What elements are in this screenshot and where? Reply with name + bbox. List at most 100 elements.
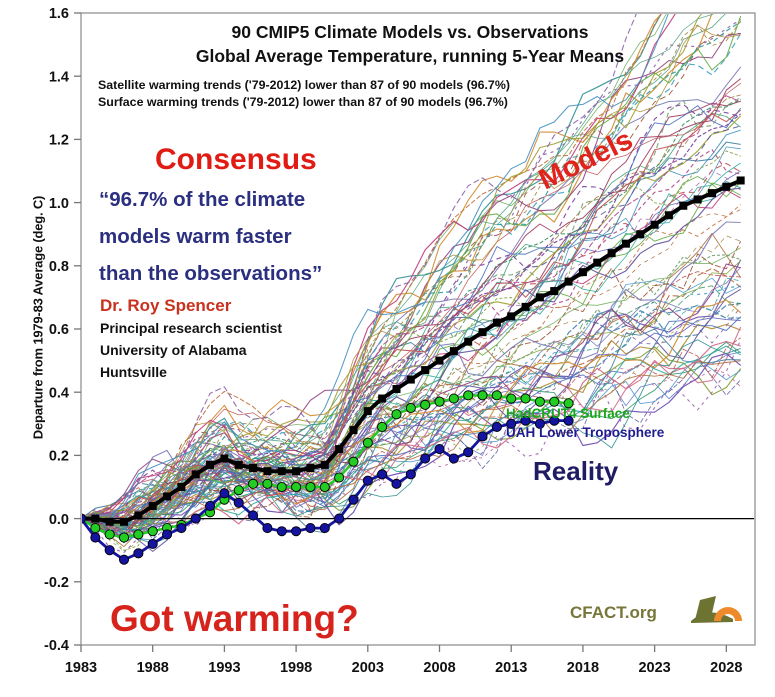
y-axis-ticks: -0.4 -0.2 0.0 0.2 0.4 0.6 0.8 1.0 1.2 1.4 1.6 [44,6,81,654]
series-marker [736,176,745,185]
series-marker [362,475,373,486]
model-run-line [82,271,741,519]
model-run-line [82,306,742,541]
series-marker [233,497,244,508]
model-run-line [82,267,742,520]
x-tick-label: 2028 [710,660,742,676]
model-run-line [82,15,742,529]
annotation-reality-label: Reality [533,456,619,486]
observation-series [82,176,745,565]
series-marker [263,467,272,476]
model-run-line [82,33,742,519]
series-marker [392,385,401,394]
model-run-line [82,97,741,528]
model-run-line [82,66,742,526]
y-tick-label: 1.6 [49,6,69,22]
model-run-line [82,254,741,529]
chart-subtitle: Global Average Temperature, running 5-Ye… [196,46,624,66]
series-marker [219,488,230,499]
x-axis-ticks: 1983 1988 1993 1998 2003 2008 2013 2018 2023 2028 [65,645,742,676]
series-marker [291,526,302,537]
x-tick-label: 2003 [352,660,384,676]
series-marker [319,523,330,534]
series-marker [679,201,688,210]
series-marker [335,445,344,454]
model-run-line [82,351,741,527]
y-tick-label: 0.0 [49,512,69,528]
series-marker [363,407,372,416]
series-marker [463,390,474,401]
series-marker [105,517,114,526]
model-run-line [82,95,741,519]
series-marker [334,472,345,483]
series-marker [133,548,144,559]
model-run-line [82,360,741,520]
series-marker [534,396,545,407]
series-marker [520,393,531,404]
series-marker [448,393,459,404]
model-run-line [82,341,741,529]
model-run-line [82,100,741,531]
series-marker [118,532,130,543]
model-run-line [82,170,741,519]
cfact-logo-icon [691,596,742,623]
cfact-wordmark: CFACT.org [570,603,657,622]
series-marker [448,453,459,464]
series-marker [262,478,273,489]
y-tick-label: -0.2 [44,575,69,591]
series-marker [320,460,329,469]
series-marker [233,485,244,496]
series-marker [177,482,186,491]
annotation-quote-line-1: “96.7% of the climate [99,188,305,211]
model-run-line [82,14,669,521]
y-tick-label: 0.6 [49,322,69,338]
series-marker [491,390,502,401]
series-marker [176,523,187,534]
legend-hadcrut-label: HadCRUT4 Surface [506,406,630,421]
series-marker [434,396,445,407]
series-marker [348,494,359,505]
y-tick-label: 1.2 [49,133,69,149]
model-run-line [82,14,662,533]
series-marker [349,426,358,435]
y-tick-label: 1.4 [49,69,69,85]
model-run-line [82,328,741,537]
series-marker [563,398,574,409]
x-tick-label: 2013 [495,660,527,676]
series-marker [118,554,130,565]
series-marker [664,211,673,220]
x-tick-label: 2023 [638,660,670,676]
series-marker [305,481,316,493]
annotation-quote-line-3: than the observations” [99,262,322,285]
series-marker [362,437,373,448]
series-marker [306,464,315,473]
series-marker [90,532,101,543]
series-marker [234,460,243,469]
model-run-line [82,339,741,545]
series-marker [621,239,630,248]
series-marker [506,418,517,429]
annotation-affiliation-1: Principal research scientist [100,320,282,336]
series-marker [319,481,330,493]
x-tick-label: 1988 [137,660,169,676]
series-marker [420,399,431,410]
series-marker [133,529,144,540]
model-run-line [82,146,741,521]
series-marker [391,409,402,420]
series-marker [449,347,458,356]
series-marker [520,415,531,426]
series-marker [578,268,587,277]
y-tick-label: 0.2 [49,449,69,465]
annotation-consensus: Consensus [155,143,317,176]
series-marker [147,538,158,549]
series-marker [348,456,359,467]
series-marker [190,513,201,524]
series-marker [464,337,473,346]
series-marker [91,514,100,523]
series-marker [405,402,416,414]
series-marker [276,526,287,537]
model-run-line [82,285,741,526]
series-marker [563,415,574,426]
series-marker [291,481,302,493]
